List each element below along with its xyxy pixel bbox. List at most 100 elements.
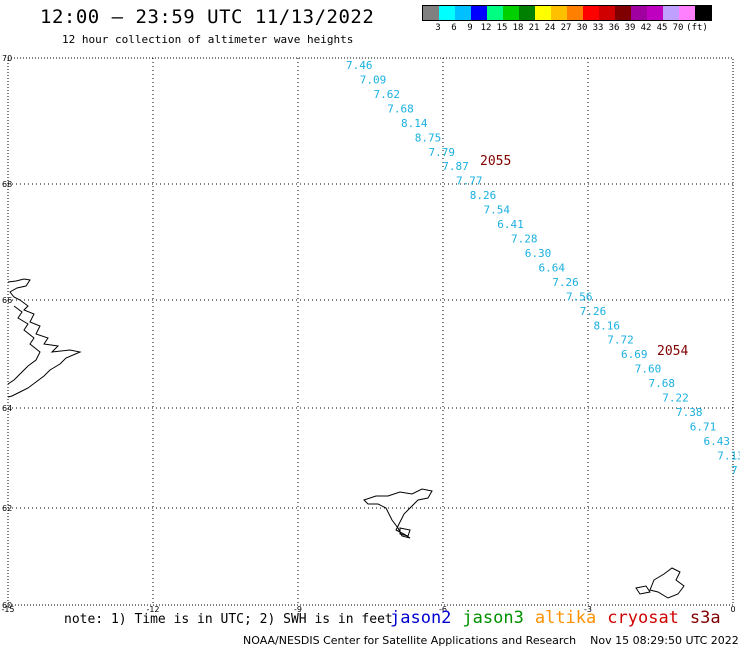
legend-swatch: [519, 6, 535, 20]
legend-label: 30: [576, 23, 588, 33]
legend-swatch: [535, 6, 551, 20]
lat-tick-label: 70: [2, 54, 12, 63]
swh-value: 6.30: [525, 247, 552, 260]
legend-label: 45: [656, 23, 668, 33]
axis-tick-labels: 70 68 66 64 62 60-15 -12 -9 -6 -3 0: [1, 54, 735, 614]
swh-value: 7.46: [346, 59, 373, 72]
legend-label: (ft): [686, 23, 708, 33]
swh-value: 7.68: [387, 102, 414, 115]
coastline-faroe-islands: [363, 488, 433, 539]
swh-value: 7.77: [731, 464, 740, 477]
lon-tick-label: 0: [730, 605, 735, 614]
swh-value: 8.14: [401, 117, 428, 130]
graticule: [8, 58, 733, 605]
legend-label: 70: [672, 23, 684, 33]
swh-value: 6.71: [690, 421, 717, 434]
swh-value: 6.41: [497, 218, 524, 231]
legend-label: 36: [608, 23, 620, 33]
lon-tick-label: -9: [294, 605, 302, 614]
swh-value: 8.26: [470, 189, 497, 202]
coastline-shetland-islands: [649, 567, 685, 599]
swh-value: 7.77: [456, 175, 483, 188]
satellite-name: s3a: [689, 608, 721, 628]
lon-tick-label: -3: [584, 605, 592, 614]
legend-swatch: [599, 6, 615, 20]
swh-value: 7.87: [442, 160, 469, 173]
legend-swatch: [615, 6, 631, 20]
coastline-shetland-small: [635, 585, 651, 595]
swh-value: 7.68: [649, 377, 676, 390]
lon-tick-label: -6: [439, 605, 447, 614]
swh-value: 6.69: [621, 348, 648, 361]
swh-value: 7.13: [717, 449, 740, 462]
legend-label: 39: [624, 23, 636, 33]
lat-tick-label: 68: [2, 180, 12, 189]
legend-swatch: [439, 6, 455, 20]
lon-tick-label: -15: [1, 605, 14, 614]
legend-swatch: [679, 6, 695, 20]
swh-value: 7.22: [662, 392, 689, 405]
legend-label: 3: [435, 23, 441, 33]
legend-swatch: [423, 6, 439, 20]
satellite-name: cryosat: [607, 608, 679, 628]
legend-label: 24: [544, 23, 556, 33]
legend-swatch: [663, 6, 679, 20]
pass-number-label: 2055: [480, 154, 511, 169]
legend-swatch: [583, 6, 599, 20]
swh-value: 8.16: [594, 319, 621, 332]
lat-tick-label: 66: [2, 296, 12, 305]
swh-value: 7.09: [360, 73, 387, 86]
swh-value: 7.72: [607, 334, 634, 347]
swh-value: 7.62: [374, 88, 401, 101]
coastlines: [7, 278, 685, 599]
satellite-name: altika: [534, 608, 597, 628]
legend-swatch: [503, 6, 519, 20]
legend-label: 6: [451, 23, 457, 33]
swh-value: 8.75: [415, 131, 442, 144]
legend-label: 27: [560, 23, 572, 33]
swh-value: 7.60: [635, 363, 662, 376]
page-subtitle: 12 hour collection of altimeter wave hei…: [62, 33, 354, 46]
swh-value: 6.43: [704, 435, 731, 448]
legend-label: 9: [467, 23, 473, 33]
legend-swatch: [631, 6, 647, 20]
coastline-east-greenland: [7, 278, 82, 398]
lat-tick-label: 60: [2, 601, 12, 610]
legend-swatch: [695, 6, 711, 20]
legend-swatch: [647, 6, 663, 20]
swh-value: 7.26: [580, 305, 607, 318]
swh-value: 7.56: [566, 290, 593, 303]
lat-tick-label: 62: [2, 504, 12, 513]
legend-swatch: [551, 6, 567, 20]
swh-value: 7.28: [511, 233, 538, 246]
satellite-name: jason2: [390, 608, 452, 628]
legend-labels: 3 6 9 12 15 18 21 24 27 30 33 36 39 42 45 70 (ft): [422, 21, 712, 33]
legend-label: 42: [640, 23, 652, 33]
credit-line: NOAA/NESDIS Center for Satellite Applica…: [243, 634, 739, 647]
pass-number-label: 2054: [657, 344, 688, 359]
swh-value: 7.54: [484, 204, 511, 217]
color-legend: 3 6 9 12 15 18 21 24 27 30 33 36 39 42 45 70 (ft): [422, 5, 712, 33]
lat-tick-label: 64: [2, 404, 12, 413]
legend-swatches: [422, 5, 712, 21]
legend-swatch: [455, 6, 471, 20]
swh-value: 7.26: [552, 276, 579, 289]
legend-label: 18: [512, 23, 524, 33]
legend-swatch: [567, 6, 583, 20]
swh-value: 6.64: [539, 261, 566, 274]
lon-tick-label: -12: [146, 605, 159, 614]
legend-label: 33: [592, 23, 604, 33]
page-title: 12:00 – 23:59 UTC 11/13/2022: [40, 6, 375, 28]
map-frame: [7, 57, 734, 606]
legend-label: 21: [528, 23, 540, 33]
coastline-faroe-small: [399, 527, 411, 537]
swh-value: 7.38: [676, 406, 703, 419]
coastline-east-greenland-inner: [7, 305, 41, 385]
swh-track: 7.467.097.627.688.148.757.797.877.778.26…: [346, 59, 740, 477]
legend-swatch: [471, 6, 487, 20]
pass-labels: 2055 2054: [480, 154, 688, 359]
satellite-legend: jason2 jason3 altika cryosat s3a: [390, 608, 732, 628]
satellite-name: jason3: [462, 608, 524, 628]
footnote: note: 1) Time is in UTC; 2) SWH is in fe…: [64, 612, 393, 627]
